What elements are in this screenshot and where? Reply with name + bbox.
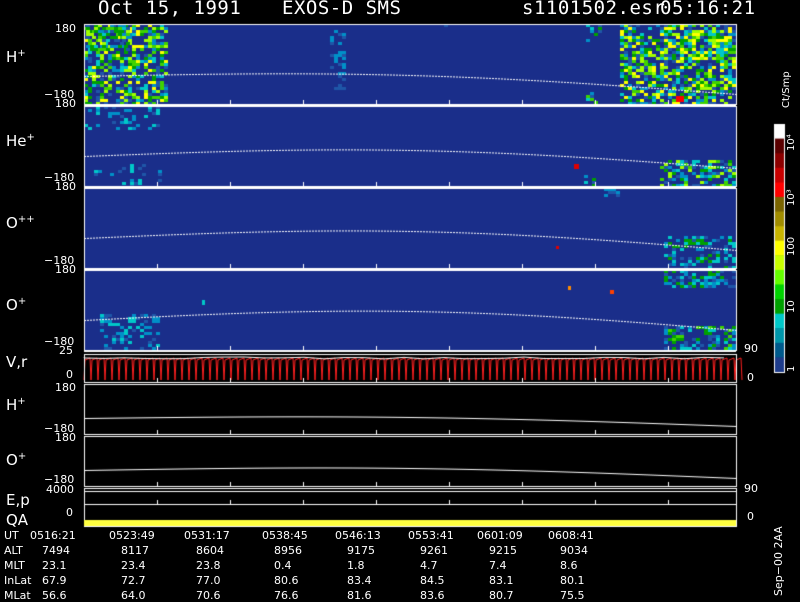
table-cell: 0546:13 [335, 529, 381, 542]
colorbar-label: 1 [786, 365, 797, 372]
table-row-label: InLat [4, 574, 32, 587]
ytick-max: 4000 [46, 483, 74, 496]
table-cell: 0553:41 [408, 529, 454, 542]
colorbar-label: 100 [786, 236, 797, 256]
header-date: Oct 15, 1991 [98, 0, 242, 19]
table-cell: 84.5 [420, 574, 445, 587]
ytick-min: −180 [44, 171, 75, 184]
table-row-label: MLT [4, 559, 25, 572]
ytick-min: −180 [44, 88, 75, 101]
table-cell: 64.0 [121, 589, 146, 602]
panel-label-he-plus: He+ [6, 132, 35, 150]
table-cell: 0538:45 [262, 529, 308, 542]
header-file: s1101502.esr [522, 0, 666, 19]
panel-label-o-plus: O+ [6, 296, 27, 314]
table-cell: 0516:21 [30, 529, 76, 542]
table-cell: 80.7 [489, 589, 514, 602]
panel-label-ep: E,p [6, 491, 30, 509]
table-cell: 8117 [121, 544, 149, 557]
table-cell: 0601:09 [477, 529, 523, 542]
header-time: 05:16:21 [660, 0, 756, 19]
panel-label-qa: QA [6, 511, 29, 529]
table-cell: 80.1 [560, 574, 585, 587]
ytick-max: 180 [55, 381, 76, 394]
panel-label-h-plus-lower: H+ [6, 396, 26, 414]
table-cell: 0531:17 [184, 529, 230, 542]
right-tick-0: 0 [747, 371, 754, 384]
header-instrument: EXOS-D SMS [282, 0, 402, 19]
table-cell: 0.4 [274, 559, 292, 572]
panel-label-velocity: V,r [6, 353, 28, 371]
table-row-label: ALT [4, 544, 23, 557]
table-cell: 9034 [560, 544, 588, 557]
right-tick-0: 0 [747, 510, 754, 523]
ytick-max: 180 [55, 431, 76, 444]
table-cell: 72.7 [121, 574, 146, 587]
table-cell: 7494 [42, 544, 70, 557]
table-cell: 75.5 [560, 589, 585, 602]
ytick-max: 180 [55, 180, 76, 193]
ytick-max: 180 [55, 97, 76, 110]
colorbar-label: 10³ [786, 189, 797, 206]
table-cell: 77.0 [196, 574, 221, 587]
panel-label-h-plus: H+ [6, 48, 26, 66]
table-cell: 67.9 [42, 574, 67, 587]
ytick-max: 25 [59, 344, 73, 357]
table-cell: 8.6 [560, 559, 578, 572]
table-row-label: UT [4, 529, 19, 542]
table-cell: 83.1 [489, 574, 514, 587]
table-cell: 80.6 [274, 574, 299, 587]
table-cell: 83.6 [420, 589, 445, 602]
table-cell: 83.4 [347, 574, 372, 587]
table-cell: 70.6 [196, 589, 221, 602]
colorbar-label: 10⁴ [786, 134, 797, 151]
table-cell: 1.8 [347, 559, 365, 572]
panel-label-o-plusplus: O++ [6, 214, 35, 232]
table-cell: 23.1 [42, 559, 67, 572]
table-cell: 23.8 [196, 559, 221, 572]
table-cell: 9261 [420, 544, 448, 557]
table-cell: 8956 [274, 544, 302, 557]
colorbar-title: Ct/Smp [781, 71, 792, 108]
ytick-min: −180 [44, 422, 75, 435]
ytick-max: 180 [55, 263, 76, 276]
right-tick-90: 90 [744, 482, 758, 495]
table-cell: 9215 [489, 544, 517, 557]
table-cell: 0608:41 [548, 529, 594, 542]
table-cell: 4.7 [420, 559, 438, 572]
ytick-min: 0 [66, 506, 73, 519]
table-cell: 7.4 [489, 559, 507, 572]
table-cell: 0523:49 [109, 529, 155, 542]
ytick-min: 0 [66, 368, 73, 381]
ytick-min: −180 [44, 335, 75, 348]
colorbar-label: 10 [786, 300, 797, 313]
table-row-label: MLat [4, 589, 31, 602]
right-tick-90: 90 [744, 342, 758, 355]
table-cell: 8604 [196, 544, 224, 557]
table-cell: 76.6 [274, 589, 299, 602]
footer-note: Sep−00 2AA [772, 526, 785, 596]
table-cell: 81.6 [347, 589, 372, 602]
ytick-min: −180 [44, 473, 75, 486]
table-cell: 9175 [347, 544, 375, 557]
ytick-max: 180 [55, 22, 76, 35]
panel-label-o-plus-lower: O+ [6, 451, 27, 469]
ytick-min: −180 [44, 254, 75, 267]
table-cell: 23.4 [121, 559, 146, 572]
table-cell: 56.6 [42, 589, 67, 602]
